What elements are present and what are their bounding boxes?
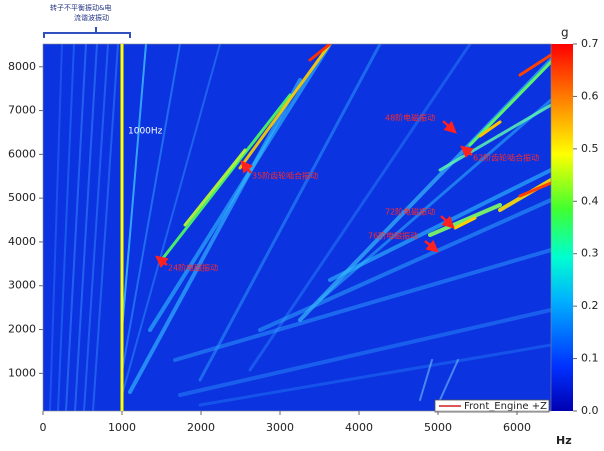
order-streak [438,103,551,172]
colorbar-tick-label: 0.5 [581,142,599,155]
x-tick-label: 6000 [503,421,531,434]
order-streak [248,44,472,372]
annotation: 48阶电磁振动 [385,113,435,123]
y-tick-label: 5000 [8,191,36,204]
plot-background [43,44,551,411]
annotation-arrow [442,120,457,134]
order-streak [92,44,119,411]
colorbar-tick-label: 0.0 [581,404,599,417]
x-tick-label: 2000 [187,421,215,434]
order-streak [518,181,551,198]
colorbar-label: g [561,26,569,40]
order-streak [183,148,247,227]
colorbar-tick-label: 0.4 [581,194,599,207]
order-streak [121,44,147,331]
y-tick-label: 3000 [8,279,36,292]
colorbar [551,44,573,411]
annotation: 24阶电磁振动 [168,263,218,273]
header-note: 流谐波振动 [74,13,109,22]
annotation-arrow [440,215,455,229]
order-streak [65,44,87,411]
legend-box [434,399,550,413]
colorbar-tick-label: 0.3 [581,247,599,260]
legend-label: Front_Engine +Z [464,401,547,412]
order-streak [518,53,551,77]
header-note: 转子不平衡振动&电 [50,3,111,12]
order-streak [121,44,181,373]
annotation: 72阶电磁振动 [385,207,435,217]
y-tick-label: 2000 [8,323,36,336]
x-tick-label: 5000 [424,421,452,434]
annotation-arrow [460,145,474,159]
order-streak [428,203,502,237]
order-streak [121,44,221,396]
order-streak [148,44,332,332]
order-streak [468,60,551,147]
annotation-arrow [155,255,169,269]
order-streak [198,343,551,407]
order-streak [478,120,502,138]
x-tick-label: 0 [40,421,47,434]
y-tick-label: 1000 [8,366,36,379]
colorbar-tick-label: 0.1 [581,352,599,365]
order-streak [198,44,382,382]
x-tick-label: 3000 [266,421,294,434]
order-streak [74,44,98,411]
annotation-arrow [240,160,254,174]
y-tick-label: 8000 [8,60,36,73]
annotation-arrow [424,239,439,253]
marker-label: 1000Hz [128,127,163,137]
header-bracket [43,27,131,38]
order-streak [178,308,551,397]
y-tick-label: 4000 [8,235,36,248]
colorbar-tick-label: 0.6 [581,89,599,102]
order-streak [419,359,433,401]
order-streak [128,78,302,394]
order-streak [258,198,551,332]
order-streak [158,93,292,264]
x-tick-label: 1000 [108,421,136,434]
colorbar-tick-label: 0.7 [581,37,599,50]
order-streak [57,44,75,411]
order-streak [308,44,332,62]
annotation: 35阶齿轮啮合振动 [252,171,318,181]
y-tick-label: 6000 [8,147,36,160]
order-streak [453,216,477,230]
colorbar-tick-label: 0.2 [581,299,599,312]
x-tick-label: 4000 [345,421,373,434]
legend: Front_Engine +Z [434,399,550,413]
plot-frame [42,43,552,412]
order-streak [328,168,551,282]
x-axis-label: Hz [556,434,572,447]
order-streak [439,359,459,401]
annotation: 76阶电磁振动 [368,231,418,241]
annotation: 62阶齿轮啮合振动 [473,153,539,163]
order-streak [83,44,109,411]
y-tick-label: 7000 [8,104,36,117]
spectrogram [49,44,551,411]
order-streak [238,44,332,170]
order-streak [173,248,551,362]
order-streak [49,44,63,411]
